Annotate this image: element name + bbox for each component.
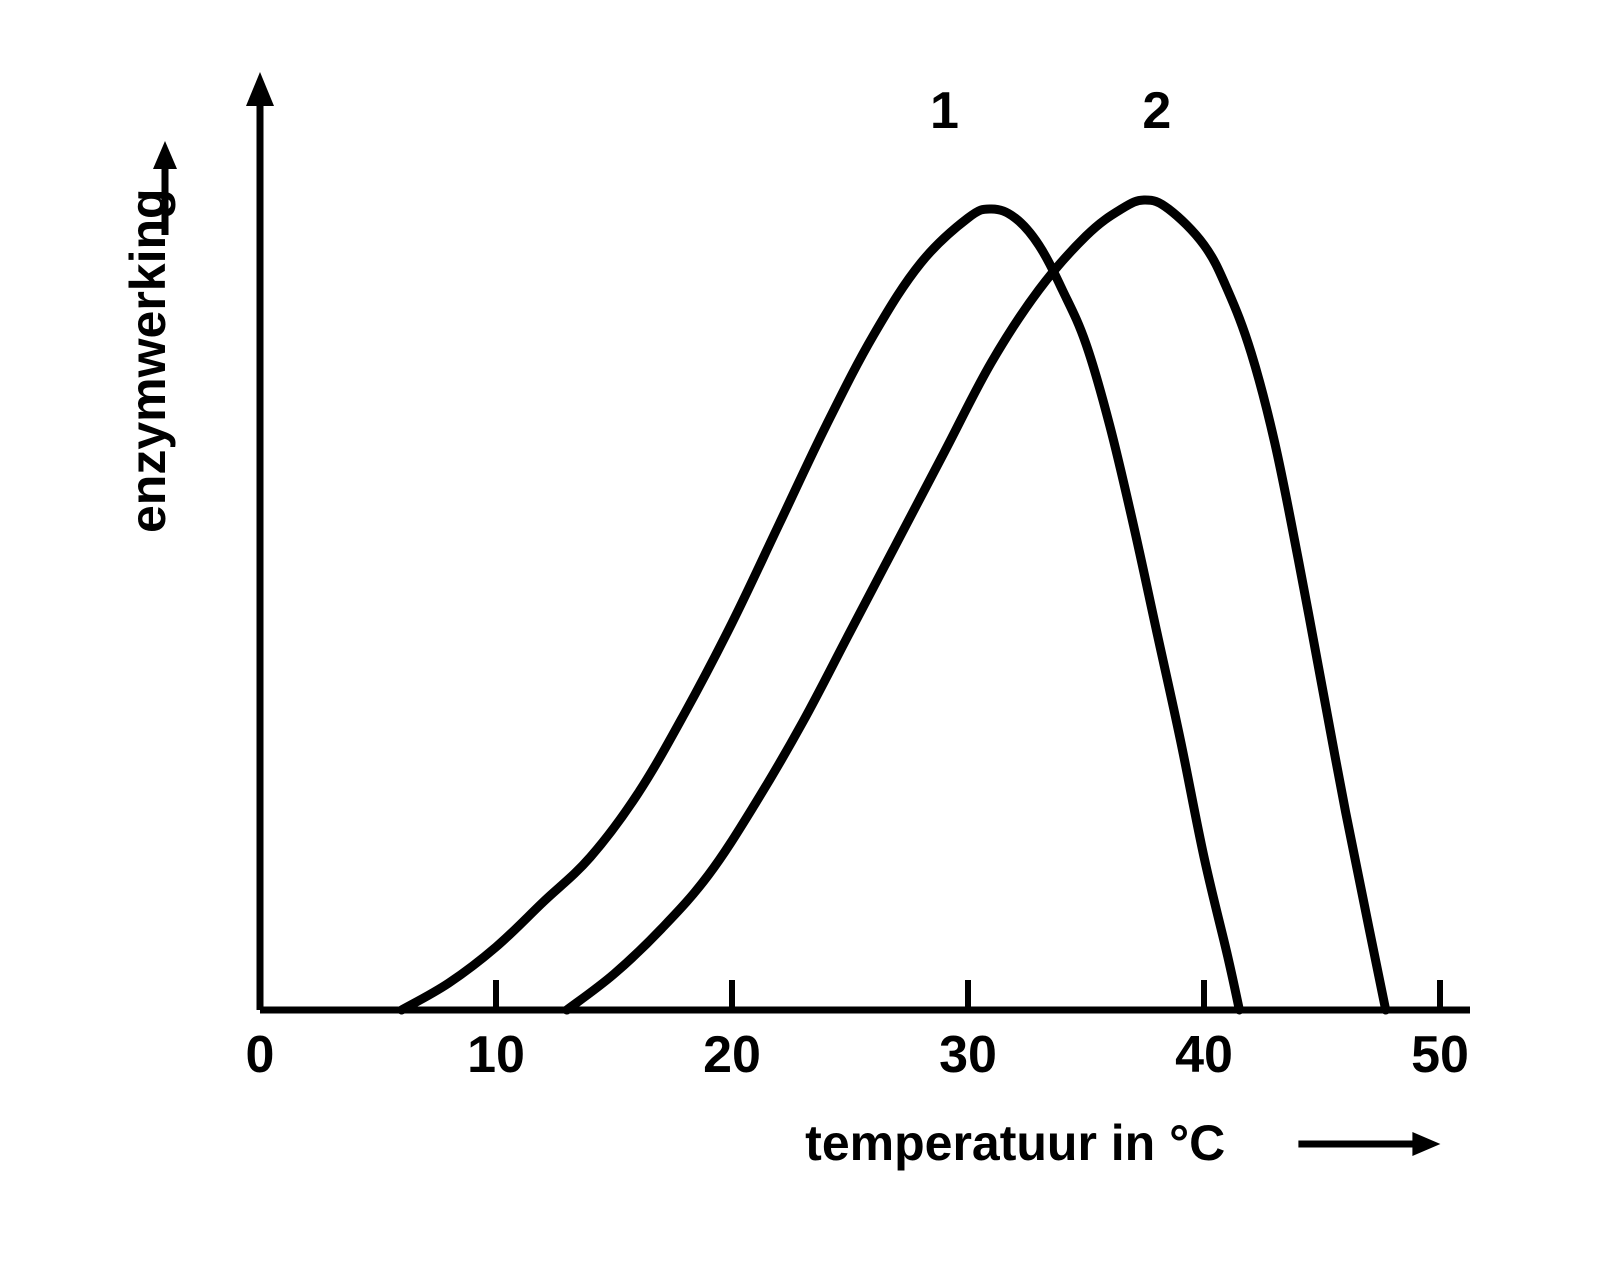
y-axis-arrowhead [246, 72, 274, 106]
curve-label-1: 1 [930, 82, 959, 140]
curve-label-2: 2 [1142, 82, 1171, 140]
y-axis-label-arrowhead [153, 141, 177, 169]
y-axis-label: enzymwerking [120, 188, 176, 533]
x-tick-label: 10 [467, 1026, 525, 1084]
curve-1 [402, 209, 1240, 1010]
enzyme-activity-chart: 0 10 20 30 40 50 1 2 enzymwerking temperatuur in … [100, 50, 1500, 1220]
x-tick-label: 20 [703, 1026, 761, 1084]
x-axis-label-arrowhead [1412, 1132, 1440, 1156]
x-tick-label: 50 [1411, 1026, 1469, 1084]
curve-2 [567, 200, 1386, 1010]
x-axis-label: temperatuur in °C [805, 1115, 1225, 1171]
chart-svg: 0 10 20 30 40 50 1 2 enzymwerking temperatuur in … [100, 50, 1500, 1220]
x-tick-label: 0 [246, 1026, 275, 1084]
x-tick-label: 30 [939, 1026, 997, 1084]
x-tick-label: 40 [1175, 1026, 1233, 1084]
